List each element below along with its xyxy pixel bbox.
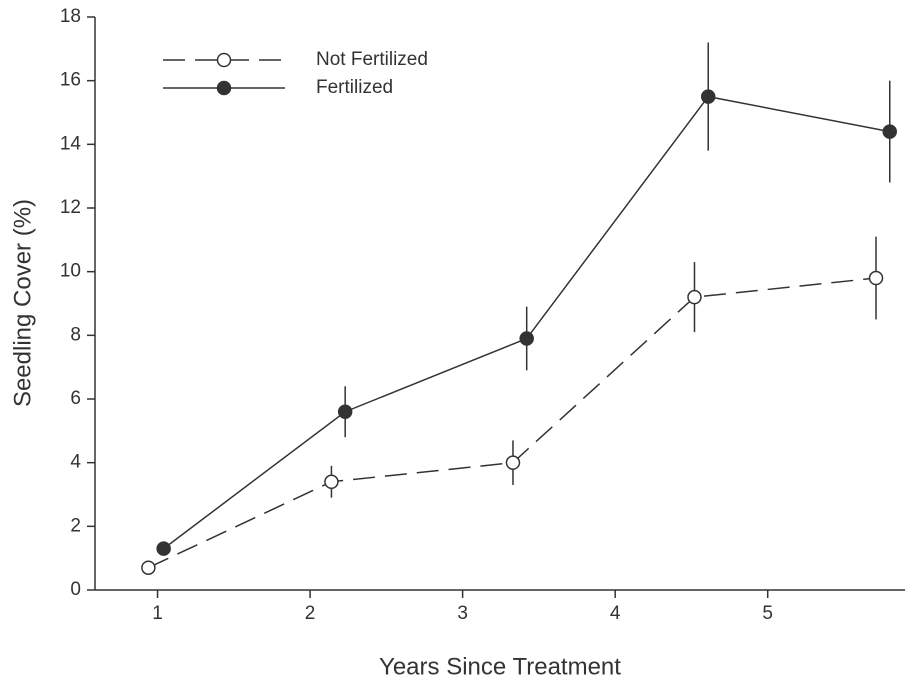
legend-label: Not Fertilized	[316, 49, 428, 70]
x-tick-label: 4	[610, 603, 621, 624]
data-point	[687, 289, 702, 305]
x-tick-label: 1	[152, 603, 163, 624]
x-axis-label: Years Since Treatment	[379, 653, 621, 680]
y-tick-label: 8	[70, 324, 81, 345]
data-point	[519, 331, 534, 346]
y-tick-label: 6	[70, 388, 81, 409]
data-point	[882, 124, 897, 139]
y-tick-label: 16	[60, 70, 81, 91]
y-tick-label: 0	[70, 579, 81, 600]
data-point	[868, 270, 884, 286]
x-tick-label: 5	[762, 603, 773, 624]
data-point	[505, 455, 521, 470]
y-tick-label: 4	[70, 452, 81, 473]
series-line	[148, 277, 877, 569]
y-tick-label: 14	[60, 133, 82, 154]
y-tick-label: 12	[60, 197, 81, 218]
data-point	[700, 89, 716, 104]
y-tick-label: 18	[60, 6, 81, 27]
y-axis-label: Seedling Cover (%)	[9, 199, 36, 407]
legend-marker	[216, 80, 232, 96]
data-point	[141, 560, 156, 575]
legend-label: Fertilized	[316, 77, 393, 98]
x-tick-label: 3	[457, 603, 468, 624]
legend-marker	[216, 52, 232, 68]
y-tick-label: 2	[70, 515, 81, 536]
y-tick-label: 10	[60, 261, 81, 282]
data-point	[156, 541, 171, 556]
data-point	[324, 474, 339, 490]
data-point	[337, 404, 353, 419]
x-tick-label: 2	[305, 603, 316, 624]
